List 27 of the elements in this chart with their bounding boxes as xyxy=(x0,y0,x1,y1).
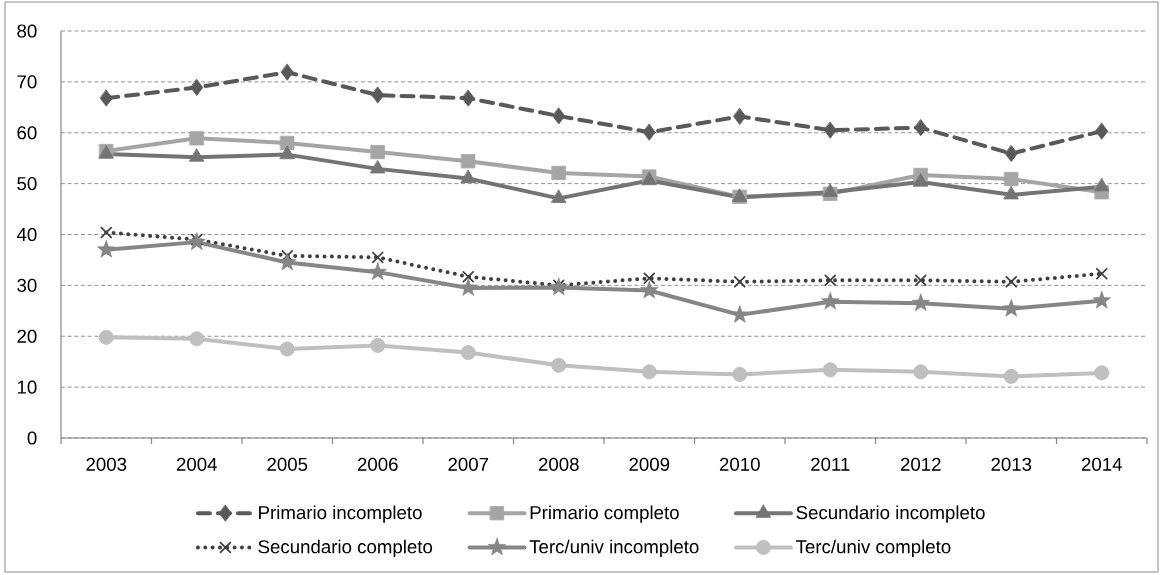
x-tick-label: 2010 xyxy=(719,457,760,471)
y-tick-label: 50 xyxy=(17,177,37,191)
x-tick-label: 2008 xyxy=(538,457,579,471)
legend-label: Primario completo xyxy=(530,505,679,523)
x-tick-label: 2009 xyxy=(629,457,670,471)
y-tick-label: 60 xyxy=(17,126,37,140)
y-tick-label: 20 xyxy=(17,329,37,343)
x-tick-label: 2004 xyxy=(176,457,217,471)
y-tick-label: 70 xyxy=(17,75,37,89)
x-tick-label: 2003 xyxy=(86,457,127,471)
y-tick-label: 0 xyxy=(27,431,37,445)
y-tick-label: 30 xyxy=(17,278,37,292)
legend-label: Secundario incompleto xyxy=(796,505,985,523)
x-tick-label: 2013 xyxy=(991,457,1032,471)
legend-label: Terc/univ completo xyxy=(796,539,951,558)
x-tick-label: 2014 xyxy=(1081,457,1122,471)
legend-label: Terc/univ incompleto xyxy=(529,539,699,558)
y-tick-label: 80 xyxy=(17,24,37,38)
y-tick-label: 40 xyxy=(16,227,37,242)
x-tick-label: 2007 xyxy=(448,457,489,471)
legend-label: Primario incompleto xyxy=(259,505,422,523)
x-tick-label: 2006 xyxy=(357,457,398,471)
x-tick-label: 2012 xyxy=(900,457,941,471)
x-tick-label: 2005 xyxy=(267,457,308,471)
x-tick-label: 2011 xyxy=(811,457,850,471)
y-tick-label: 10 xyxy=(17,380,37,394)
legend-label: Secundario completo xyxy=(258,539,433,558)
